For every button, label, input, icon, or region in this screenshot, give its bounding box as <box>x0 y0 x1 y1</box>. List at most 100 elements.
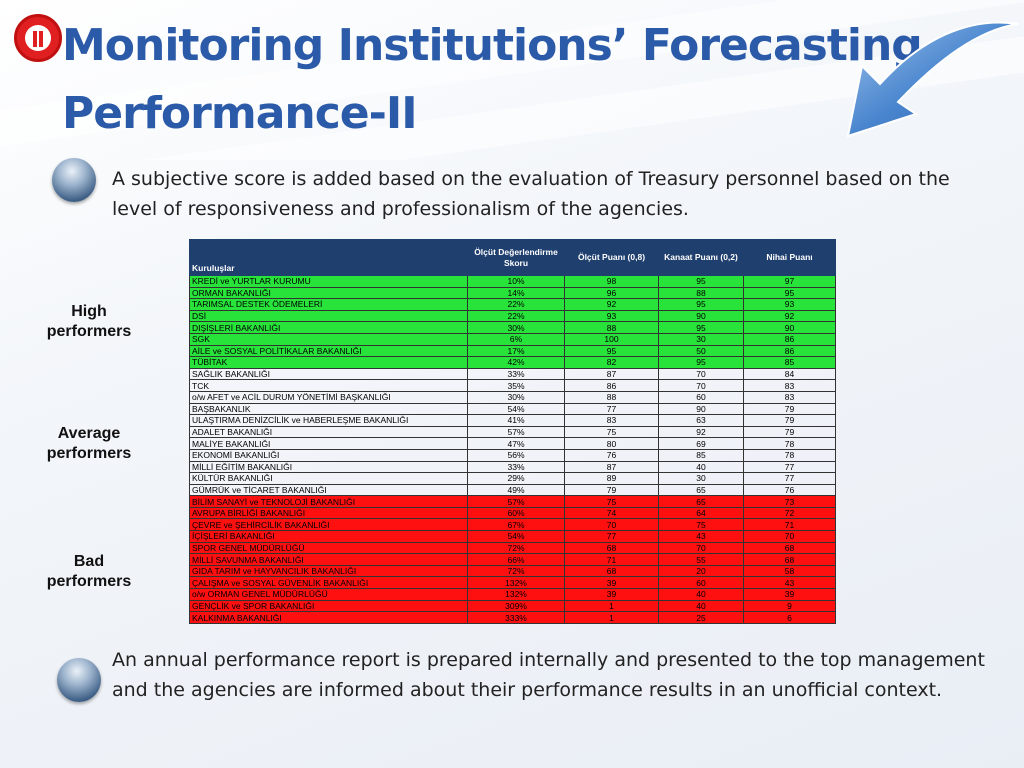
table-row: BİLİM SANAYİ ve TEKNOLOJİ BAKANLIĞI 57% 75… <box>189 495 836 508</box>
institution-name-cell: KÜLTÜR BAKANLIĞI <box>189 472 468 485</box>
table-body: KREDİ ve YURTLAR KURUMU 10% 98 95 97 ORMAN BA… <box>189 275 836 624</box>
score-cell: 90 <box>743 321 836 334</box>
score-cell: 17% <box>467 344 565 358</box>
score-cell: 40 <box>658 588 744 601</box>
score-cell: 64 <box>658 506 744 520</box>
score-cell: 98 <box>564 275 659 288</box>
group-label-text: High <box>71 303 107 320</box>
column-header: Nihai Puanı <box>743 239 836 276</box>
institution-name-cell: SAĞLIK BAKANLIĞI <box>189 367 468 381</box>
institution-name-cell: ULAŞTIRMA DENİZCİLİK ve HABERLEŞME BAKAN… <box>189 414 468 427</box>
score-cell: 65 <box>658 483 744 497</box>
table-row: TÜBİTAK 42% 82 95 85 <box>189 356 836 369</box>
score-cell: 70 <box>743 530 836 543</box>
institution-name-cell: GÜMRÜK ve TİCARET BAKANLIĞI <box>189 483 468 497</box>
score-cell: 47% <box>467 437 565 450</box>
table-row: MİLLİ SAVUNMA BAKANLIĞI 66% 71 55 68 <box>189 553 836 566</box>
score-cell: 79 <box>743 414 836 427</box>
institution-name-cell: ÇALIŞMA ve SOSYAL GÜVENLİK BAKANLIĞI <box>189 576 468 590</box>
group-label-text: Average <box>57 425 121 442</box>
institution-name-cell: MİLLİ SAVUNMA BAKANLIĞI <box>189 553 468 566</box>
score-cell: 14% <box>467 286 565 300</box>
score-cell: 60 <box>658 390 744 404</box>
institution-name-cell: o/w AFET ve ACİL DURUM YÖNETİMİ BAŞKANLI… <box>189 390 468 404</box>
score-cell: 93 <box>564 309 659 323</box>
table-row: GÜMRÜK ve TİCARET BAKANLIĞI 49% 79 65 76 <box>189 483 836 497</box>
column-header: Kuruluşlar <box>189 239 468 276</box>
institution-name-cell: GENÇLİK ve SPOR BAKANLIĞI <box>189 599 468 613</box>
score-cell: 85 <box>658 448 744 462</box>
institution-name-cell: BİLİM SANAYİ ve TEKNOLOJİ BAKANLIĞI <box>189 495 468 508</box>
score-cell: 79 <box>743 402 836 416</box>
score-cell: 132% <box>467 576 565 590</box>
score-cell: 83 <box>743 379 836 392</box>
score-cell: 30% <box>467 390 565 404</box>
score-cell: 30% <box>467 321 565 334</box>
table-header-row: Kuruluşlar Ölçüt Değerlendirme Skoru Ölç… <box>189 239 836 276</box>
score-cell: 87 <box>564 367 659 381</box>
score-cell: 309% <box>467 599 565 613</box>
score-cell: 67% <box>467 518 565 532</box>
score-cell: 55 <box>658 553 744 566</box>
table-row: GENÇLİK ve SPOR BAKANLIĞI 309% 1 40 9 <box>189 599 836 613</box>
score-cell: 83 <box>743 390 836 404</box>
score-cell: 22% <box>467 309 565 323</box>
institution-name-cell: TCK <box>189 379 468 392</box>
group-label-average: Average performers <box>34 424 144 464</box>
score-cell: 74 <box>564 506 659 520</box>
score-cell: 88 <box>564 390 659 404</box>
score-cell: 35% <box>467 379 565 392</box>
score-cell: 9 <box>743 599 836 613</box>
score-cell: 92 <box>564 298 659 311</box>
score-cell: 39 <box>743 588 836 601</box>
score-cell: 1 <box>564 611 659 624</box>
score-cell: 43 <box>658 530 744 543</box>
table-row: o/w AFET ve ACİL DURUM YÖNETİMİ BAŞKANLI… <box>189 390 836 404</box>
score-cell: 79 <box>743 425 836 439</box>
bullet-orb-icon <box>57 658 101 702</box>
score-cell: 95 <box>743 286 836 300</box>
institution-name-cell: AVRUPA BİRLİĞİ BAKANLIĞI <box>189 506 468 520</box>
group-label-text: performers <box>46 573 132 590</box>
score-cell: 93 <box>743 298 836 311</box>
score-cell: 86 <box>743 344 836 358</box>
table-row: TARIMSAL DESTEK ÖDEMELERİ 22% 92 95 93 <box>189 298 836 311</box>
score-cell: 40 <box>658 599 744 613</box>
score-cell: 20 <box>658 564 744 578</box>
score-cell: 88 <box>658 286 744 300</box>
table-row: KREDİ ve YURTLAR KURUMU 10% 98 95 97 <box>189 275 836 288</box>
table-row: AİLE ve SOSYAL POLİTİKALAR BAKANLIĞI 17% 9… <box>189 344 836 358</box>
group-label-bad: Bad performers <box>34 552 144 592</box>
institution-name-cell: KALKINMA BAKANLIĞI <box>189 611 468 624</box>
score-cell: 95 <box>564 344 659 358</box>
score-cell: 70 <box>658 379 744 392</box>
score-cell: 65 <box>658 495 744 508</box>
score-cell: 97 <box>743 275 836 288</box>
score-cell: 30 <box>658 472 744 485</box>
table-row: ORMAN BAKANLIĞI 14% 96 88 95 <box>189 286 836 300</box>
score-cell: 77 <box>743 460 836 474</box>
table-row: DIŞİŞLERİ BAKANLIĞI 30% 88 95 90 <box>189 321 836 334</box>
score-cell: 72 <box>743 506 836 520</box>
column-header: Ölçüt Değerlendirme Skoru <box>467 239 565 276</box>
table-row: MİLLİ EĞİTİM BAKANLIĞI 33% 87 40 77 <box>189 460 836 474</box>
score-cell: 86 <box>564 379 659 392</box>
institution-name-cell: ORMAN BAKANLIĞI <box>189 286 468 300</box>
score-cell: 77 <box>564 530 659 543</box>
table-row: ULAŞTIRMA DENİZCİLİK ve HABERLEŞME BAKAN… <box>189 414 836 427</box>
score-cell: 73 <box>743 495 836 508</box>
table-row: ÇEVRE ve ŞEHİRCİLİK BAKANLIĞI 67% 70 75 71 <box>189 518 836 532</box>
institution-name-cell: GIDA TARIM ve HAYVANCILIK BAKANLIĞI <box>189 564 468 578</box>
score-cell: 78 <box>743 448 836 462</box>
score-cell: 85 <box>743 356 836 369</box>
score-cell: 69 <box>658 437 744 450</box>
score-cell: 90 <box>658 402 744 416</box>
score-cell: 43 <box>743 576 836 590</box>
score-cell: 10% <box>467 275 565 288</box>
table-row: SAĞLIK BAKANLIĞI 33% 87 70 84 <box>189 367 836 381</box>
institution-logo <box>14 14 62 62</box>
score-cell: 70 <box>658 367 744 381</box>
score-cell: 77 <box>564 402 659 416</box>
slide-title: Monitoring Institutions’ Forecasting Per… <box>62 20 923 139</box>
column-header: Ölçüt Puanı (0,8) <box>564 239 659 276</box>
